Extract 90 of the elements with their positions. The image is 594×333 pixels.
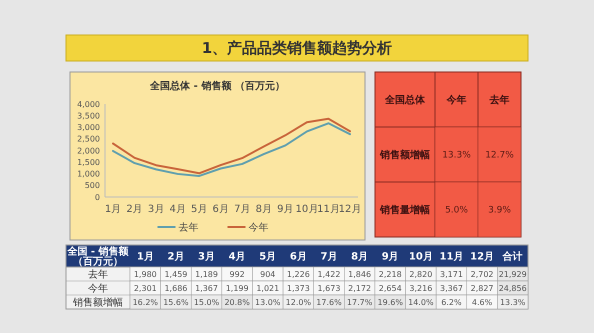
data-label: 3,216 [409,284,432,293]
x-tick-label: 9月 [277,204,294,215]
legend-label: 去年 [178,222,198,234]
y-tick-label: 1,500 [77,158,100,167]
data-label: 16.2% [132,298,158,307]
data-label: 13.3% [500,298,526,307]
data-label: 992 [230,270,245,279]
data-label: 1,686 [164,284,188,293]
x-tick-label: 5月 [259,252,276,262]
y-tick-label: 3,000 [77,123,100,132]
x-tick-label: 3月 [198,252,216,262]
data-label: 1,422 [318,270,340,279]
data-label: 1,673 [318,284,340,293]
data-label: 3,171 [440,270,463,279]
data-label: 1,980 [134,270,157,279]
text: 1、产品品类销售额趋势分析 [202,39,392,57]
data-label: 15.0% [194,298,220,307]
data-label: 14.0% [408,298,434,307]
x-tick-label: 5月 [190,204,208,215]
data-label: 19.6% [378,298,404,307]
y-tick-label: 去年 [88,268,108,280]
data-label: 1,199 [226,284,249,293]
data-label: 1,189 [195,270,218,279]
text: 13.3% [442,150,471,161]
data-label: 2,820 [409,270,432,279]
data-label: 2,702 [470,270,494,279]
data-label: 1,367 [195,284,218,293]
text: 全国总体 [384,94,426,106]
data-label: 2,301 [134,284,157,293]
data-label: 904 [260,270,276,279]
x-tick-label: 10月 [296,204,318,215]
data-label: 12.0% [286,298,312,307]
x-tick-label: 2月 [167,252,184,262]
x-tick-label: 7月 [320,252,338,262]
data-label: 15.6% [163,298,190,307]
x-tick-label: 4月 [228,252,246,262]
x-tick-label: 2月 [126,204,143,215]
legend-label: 今年 [248,222,268,234]
data-label: 1,373 [286,284,310,293]
category-label: 销售量增幅 [380,205,430,216]
x-tick-label: 9月 [382,252,399,262]
text: 3.9% [488,206,511,216]
category-label: 销售额增幅 [380,150,430,161]
chart-title: 全国总体 - 销售额 （百万元） [149,80,285,92]
y-tick-label: 2,500 [77,134,100,144]
x-tick-label: 7月 [234,204,250,215]
x-tick-label: 4月 [169,204,186,215]
data-label: 20.8% [224,298,250,307]
data-label: 1,846 [348,270,372,279]
x-tick-label: 1月 [136,252,154,262]
category-label: 去年 [488,94,510,106]
x-tick-label: 6月 [212,204,229,215]
data-label: 17.7% [346,298,373,307]
data-label: 1,021 [256,284,280,293]
y-tick-label: 3,500 [77,111,100,120]
data-label: 13.0% [255,298,281,307]
category-label: 今年 [446,94,466,106]
data-label: 2,218 [378,270,402,279]
x-tick-label: 12月 [470,252,494,262]
y-tick-label: 0 [94,192,100,202]
text: 5.0% [445,206,468,216]
x-tick-label: 1月 [104,204,122,215]
text: 12.7% [485,150,514,161]
y-tick-label: 今年 [88,282,108,294]
data-label: 1,459 [164,270,188,279]
x-tick-label: 11月 [440,252,464,262]
x-tick-label: 8月 [351,252,368,262]
chart-title: 全国 - 销售额（百万元） [66,246,130,268]
data-label: 21,929 [498,270,527,279]
data-label: 3,367 [440,284,463,293]
y-tick-label: 销售额增幅 [72,296,123,308]
x-tick-label: 10月 [408,252,433,262]
data-label: 2,172 [348,284,372,293]
x-tick-label: 6月 [290,252,307,262]
x-tick-label: 8月 [256,204,272,215]
y-tick-label: 500 [84,181,100,190]
data-label: 6.2% [441,298,462,307]
x-tick-label: 合计 [502,250,523,262]
data-label: 1,226 [286,270,310,279]
x-tick-label: 3月 [148,204,164,215]
x-tick-label: 11月 [317,204,340,215]
data-label: 24,856 [498,284,527,293]
y-tick-label: 2,000 [77,146,100,156]
x-tick-label: 12月 [338,204,362,215]
data-label: 4.6% [472,298,493,307]
y-tick-label: 4,000 [77,100,100,109]
data-label: 2,827 [470,284,494,293]
y-tick-label: 1,000 [77,170,100,179]
data-label: 2,654 [378,284,402,293]
data-label: 17.6% [316,298,342,307]
